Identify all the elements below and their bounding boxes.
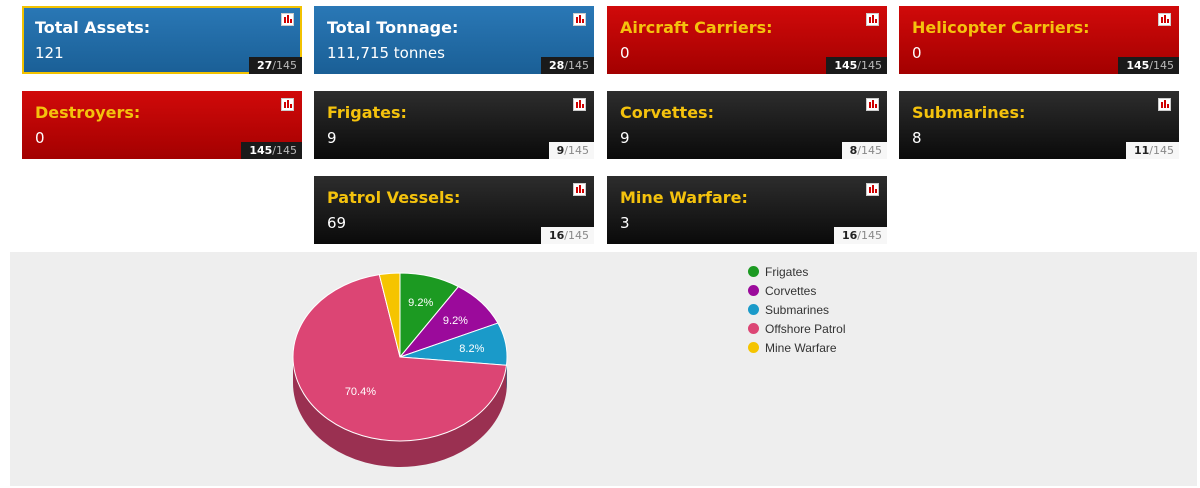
bar-chart-icon[interactable] bbox=[1158, 13, 1171, 26]
pie-value-label: 9.2% bbox=[443, 315, 468, 327]
legend-item[interactable]: Mine Warfare bbox=[748, 338, 845, 357]
stat-card-value: 69 bbox=[327, 214, 347, 232]
rank-badge: 145/145 bbox=[826, 57, 887, 74]
stat-card-frigates: Frigates: 9 9/145 bbox=[314, 91, 594, 159]
stat-card-total-tonnage: Total Tonnage: 111,715 tonnes 28/145 bbox=[314, 6, 594, 74]
legend-item[interactable]: Frigates bbox=[748, 262, 845, 281]
legend-item[interactable]: Submarines bbox=[748, 300, 845, 319]
bar-chart-icon[interactable] bbox=[573, 183, 586, 196]
legend-label: Submarines bbox=[765, 302, 830, 317]
stat-card-title: Corvettes: bbox=[620, 103, 714, 122]
rank-total: 145 bbox=[276, 144, 297, 157]
rank-value: 145 bbox=[834, 59, 858, 72]
legend-swatch bbox=[748, 266, 759, 277]
rank-badge: 145/145 bbox=[1118, 57, 1179, 74]
rank-value: 16 bbox=[841, 229, 858, 242]
bar-chart-icon[interactable] bbox=[573, 98, 586, 111]
chart-panel: 9.2% 9.2% 8.2% 70.4% Frigates Corvettes Subma… bbox=[10, 252, 1197, 486]
stat-card-title: Mine Warfare: bbox=[620, 188, 748, 207]
rank-badge: 9/145 bbox=[548, 142, 594, 159]
legend-label: Frigates bbox=[765, 264, 809, 279]
pie-chart: 9.2% 9.2% 8.2% 70.4% bbox=[292, 272, 508, 467]
bar-chart-icon[interactable] bbox=[281, 98, 294, 111]
stat-card-value: 9 bbox=[327, 129, 337, 147]
legend-label: Mine Warfare bbox=[765, 340, 837, 355]
pie-slice[interactable] bbox=[292, 274, 508, 442]
legend-label: Corvettes bbox=[765, 283, 817, 298]
rank-value: 145 bbox=[1126, 59, 1150, 72]
rank-badge: 16/145 bbox=[833, 227, 887, 244]
rank-value: 9 bbox=[556, 144, 565, 157]
chart-legend: Frigates Corvettes Submarines Offshore Patr… bbox=[748, 262, 845, 357]
rank-value: 145 bbox=[249, 144, 273, 157]
stat-card-total-assets: Total Assets: 121 27/145 bbox=[22, 6, 302, 74]
legend-swatch bbox=[748, 323, 759, 334]
rank-badge: 11/145 bbox=[1125, 142, 1179, 159]
bar-chart-icon[interactable] bbox=[866, 183, 879, 196]
bar-chart-icon[interactable] bbox=[281, 13, 294, 26]
rank-total: 145 bbox=[861, 59, 882, 72]
bar-chart-icon[interactable] bbox=[866, 13, 879, 26]
rank-value: 11 bbox=[1133, 144, 1150, 157]
legend-label: Offshore Patrol bbox=[765, 321, 846, 336]
pie-value-label: 8.2% bbox=[459, 343, 484, 355]
legend-item[interactable]: Corvettes bbox=[748, 281, 845, 300]
bar-chart-icon[interactable] bbox=[1158, 98, 1171, 111]
legend-swatch bbox=[748, 304, 759, 315]
rank-badge: 8/145 bbox=[841, 142, 887, 159]
bar-chart-icon[interactable] bbox=[573, 13, 586, 26]
legend-swatch bbox=[748, 285, 759, 296]
stat-card-title: Helicopter Carriers: bbox=[912, 18, 1090, 37]
stat-card-aircraft-carriers: Aircraft Carriers: 0 145/145 bbox=[607, 6, 887, 74]
rank-total: 145 bbox=[861, 144, 882, 157]
rank-total: 145 bbox=[276, 59, 297, 72]
stat-card-value: 0 bbox=[620, 44, 630, 62]
stat-card-value: 111,715 tonnes bbox=[327, 44, 445, 62]
stat-card-title: Total Assets: bbox=[35, 18, 151, 37]
stat-card-mine-warfare: Mine Warfare: 3 16/145 bbox=[607, 176, 887, 244]
rank-total: 145 bbox=[568, 59, 589, 72]
stat-card-patrol-vessels: Patrol Vessels: 69 16/145 bbox=[314, 176, 594, 244]
pie-value-label: 70.4% bbox=[345, 386, 376, 398]
stat-card-helicopter-carriers: Helicopter Carriers: 0 145/145 bbox=[899, 6, 1179, 74]
stat-card-title: Aircraft Carriers: bbox=[620, 18, 773, 37]
rank-value: 28 bbox=[548, 59, 565, 72]
rank-badge: 27/145 bbox=[248, 57, 302, 74]
legend-item[interactable]: Offshore Patrol bbox=[748, 319, 845, 338]
stat-card-title: Destroyers: bbox=[35, 103, 141, 122]
stat-card-title: Patrol Vessels: bbox=[327, 188, 461, 207]
rank-total: 145 bbox=[861, 229, 882, 242]
rank-value: 27 bbox=[256, 59, 273, 72]
stat-card-destroyers: Destroyers: 0 145/145 bbox=[22, 91, 302, 159]
pie-slice-side bbox=[293, 357, 507, 467]
rank-value: 16 bbox=[548, 229, 565, 242]
stat-card-value: 3 bbox=[620, 214, 630, 232]
rank-value: 8 bbox=[849, 144, 858, 157]
pie-slice[interactable] bbox=[378, 272, 401, 358]
stat-card-corvettes: Corvettes: 9 8/145 bbox=[607, 91, 887, 159]
pie-value-label: 9.2% bbox=[408, 297, 433, 309]
stat-card-value: 8 bbox=[912, 129, 922, 147]
stat-card-title: Submarines: bbox=[912, 103, 1026, 122]
rank-total: 145 bbox=[568, 229, 589, 242]
rank-badge: 145/145 bbox=[241, 142, 302, 159]
stat-card-value: 9 bbox=[620, 129, 630, 147]
stat-card-value: 121 bbox=[35, 44, 64, 62]
legend-swatch bbox=[748, 342, 759, 353]
bar-chart-icon[interactable] bbox=[866, 98, 879, 111]
rank-badge: 16/145 bbox=[540, 227, 594, 244]
rank-badge: 28/145 bbox=[540, 57, 594, 74]
stat-card-submarines: Submarines: 8 11/145 bbox=[899, 91, 1179, 159]
stat-card-title: Frigates: bbox=[327, 103, 407, 122]
stat-card-value: 0 bbox=[35, 129, 45, 147]
rank-total: 145 bbox=[568, 144, 589, 157]
stat-card-title: Total Tonnage: bbox=[327, 18, 459, 37]
rank-total: 145 bbox=[1153, 59, 1174, 72]
stat-card-value: 0 bbox=[912, 44, 922, 62]
rank-total: 145 bbox=[1153, 144, 1174, 157]
